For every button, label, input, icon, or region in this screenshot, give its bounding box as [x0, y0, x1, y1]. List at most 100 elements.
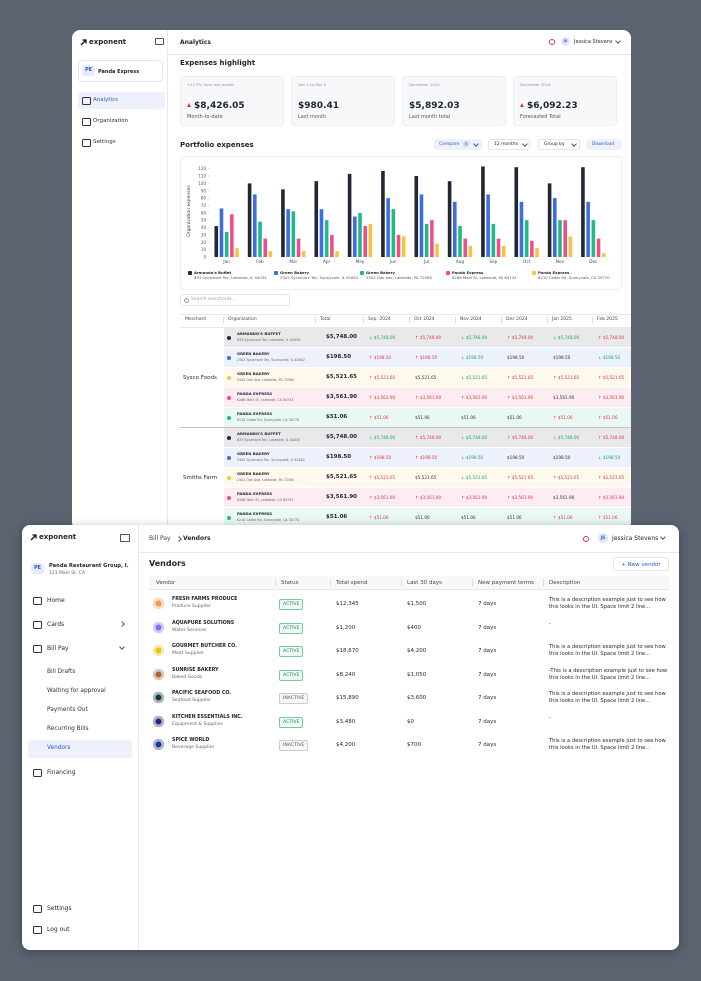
- new-vendor-button[interactable]: + New vendor: [613, 557, 669, 571]
- row-total: $51.06: [326, 414, 348, 420]
- month-value: ↓ $5,748.00: [553, 435, 580, 440]
- bar: [558, 220, 562, 257]
- bar: [381, 170, 385, 257]
- compare-button[interactable]: [434, 139, 482, 150]
- row-background: [224, 468, 631, 487]
- column-header: Jan 2025: [552, 317, 572, 322]
- column-divider: [223, 317, 224, 323]
- nav-subitem[interactable]: Waiting for approval: [47, 688, 106, 694]
- month-value: $3,561.90: [553, 395, 575, 400]
- nav-item[interactable]: Bill Pay: [47, 645, 69, 652]
- row-total: $51.06: [326, 514, 348, 520]
- nav-item[interactable]: Analytics: [93, 97, 118, 103]
- bar: [458, 226, 462, 257]
- month-value: ↑ $5,748.00: [507, 435, 534, 440]
- vendor-name[interactable]: KITCHEN ESSENTIALS INC.: [172, 714, 243, 720]
- month-value: $3,561.90: [553, 495, 575, 500]
- nav-subitem[interactable]: Bill Drafts: [47, 669, 76, 675]
- y-tick-label: 40: [201, 225, 207, 230]
- vendor-name[interactable]: AQUAPURE SOLUTIONS: [172, 620, 235, 626]
- nav-item[interactable]: Cards: [47, 621, 65, 628]
- logo-arrow: [30, 533, 37, 540]
- column-header: Sep. 2024: [368, 317, 391, 322]
- month-value: ↑ $5,521.65: [507, 375, 534, 380]
- month-value: ↑ $3,561.90: [598, 495, 625, 500]
- nav-item[interactable]: Settings: [93, 139, 116, 145]
- bar: [368, 223, 373, 257]
- user-name[interactable]: Jessica Stevens: [612, 535, 659, 542]
- bar: [247, 183, 252, 257]
- month-value: ↑ $5,748.00: [507, 335, 534, 340]
- nav-subitem[interactable]: Payments Out: [47, 707, 88, 713]
- column-divider: [543, 579, 544, 586]
- header-line: [138, 552, 679, 553]
- vendor-type: Produce Supplier: [172, 604, 211, 609]
- nav-subitem[interactable]: Recurring Bills: [47, 726, 89, 732]
- legend-entry: Panda Express - 8210 Cedar Rd, Sunnyvale…: [538, 270, 610, 280]
- row-background: [224, 348, 631, 367]
- sidebar: [72, 30, 168, 530]
- chevron: [176, 535, 182, 542]
- payment-terms: 7 days: [478, 742, 497, 748]
- column-divider: [547, 317, 548, 323]
- last-30-days: $400: [407, 624, 421, 631]
- logo: exponent: [80, 38, 126, 46]
- month-value: ↑ $5,748.00: [598, 335, 625, 340]
- x-tick-label: Mar: [289, 259, 297, 264]
- search-box[interactable]: [180, 294, 290, 306]
- sidebar-toggle[interactable]: [120, 534, 130, 542]
- description: This is a description example just to se…: [549, 691, 666, 704]
- vendor-name[interactable]: GOURMET BUTCHER CO.: [172, 644, 237, 649]
- org-address: 833 Sycamore Tec, Lakeside, IL 44034: [237, 338, 301, 342]
- row-total: $5,748.00: [326, 334, 357, 340]
- icon: [33, 645, 42, 653]
- header-line: [167, 54, 631, 55]
- legend-swatch: [188, 271, 192, 275]
- nav-item[interactable]: Financing: [47, 769, 76, 776]
- card-label: Last month: [298, 114, 327, 120]
- last-30-days: $4,200: [407, 648, 427, 654]
- vendor-name[interactable]: SUNRISE BAKERY: [172, 667, 219, 673]
- breadcrumb-current: Vendors: [183, 535, 211, 542]
- y-tick-label: 0: [203, 255, 206, 260]
- nav-subitem[interactable]: Vendors: [47, 745, 71, 751]
- period-select[interactable]: [488, 139, 530, 150]
- legend-address: 833 Sycamore Tec, Lakeside, IL 44034: [194, 275, 267, 280]
- org-dot: [227, 336, 231, 340]
- card-label: Forecasted Total: [520, 114, 561, 120]
- nav-item[interactable]: Settings: [47, 905, 72, 912]
- org-address: 8210 Cedar Rd, Sunnyvale, CA 30770: [237, 418, 300, 422]
- org-name: PANDA EXPRESS: [237, 391, 273, 396]
- download-button[interactable]: [586, 139, 622, 150]
- bar: [547, 183, 552, 257]
- month-value: $51.06: [507, 415, 522, 420]
- column-divider: [592, 317, 593, 323]
- nav-item[interactable]: Log out: [47, 926, 70, 933]
- vendor-icon: [153, 598, 164, 609]
- vendor-name[interactable]: SPICE WORLD: [172, 738, 210, 743]
- status-pill: ACTIVE: [279, 646, 304, 657]
- breadcrumb-parent[interactable]: Bill Pay: [149, 535, 171, 542]
- badge: PE: [82, 65, 95, 76]
- vendor-name[interactable]: FRESH FARMS PRODUCE: [172, 597, 238, 602]
- org-address: 2502 Sycamore Tec, Sunnyvale, IL 61602: [237, 358, 305, 362]
- vendor-name[interactable]: PACIFIC SEAFOOD CO.: [172, 691, 232, 696]
- bar: [353, 216, 357, 257]
- group-select[interactable]: [538, 139, 580, 150]
- sidebar-toggle[interactable]: [155, 38, 164, 45]
- status-pill: ACTIVE: [279, 716, 304, 728]
- total-spend: $1,200: [336, 624, 356, 631]
- nav-item[interactable]: Organization: [93, 118, 129, 124]
- logo-mark: [30, 533, 37, 540]
- org-address: 8210 Cedar Rd, Sunnyvale, CA 30770: [237, 518, 300, 522]
- logo-text: exponent: [89, 38, 127, 46]
- month-value: ↑ $51.06: [369, 415, 389, 420]
- org-selector[interactable]: [78, 60, 163, 82]
- user-name[interactable]: Jessica Stevens: [574, 39, 613, 45]
- vendor-type: Baked Goods: [172, 674, 203, 680]
- vendor-icon: [153, 645, 164, 656]
- month-value: ↑ $51.06: [598, 415, 618, 420]
- month-value: ↑ $5,748.00: [415, 435, 442, 440]
- nav-item[interactable]: Home: [47, 597, 65, 604]
- icon: [33, 621, 42, 629]
